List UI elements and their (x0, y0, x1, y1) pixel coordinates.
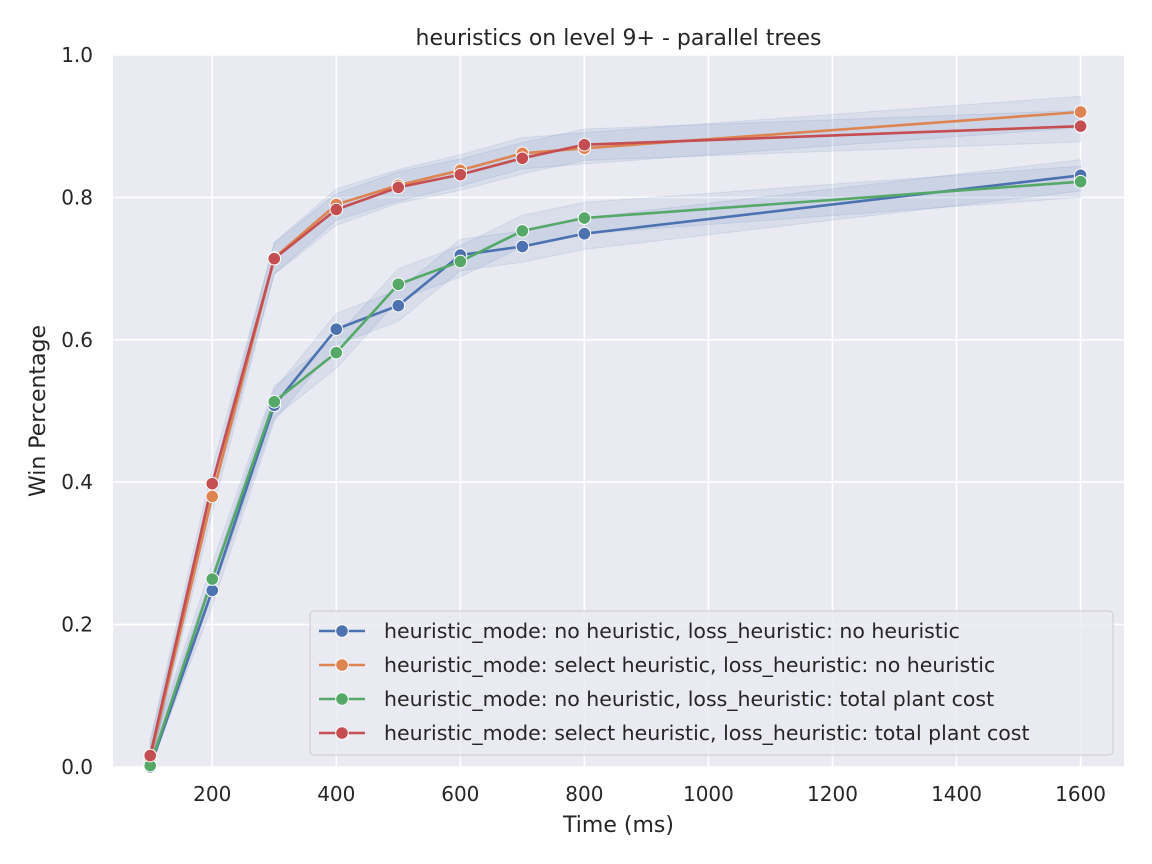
data-point (205, 489, 220, 504)
x-tick-label: 400 (317, 782, 355, 806)
data-point (205, 572, 220, 586)
data-point (515, 151, 530, 166)
y-tick-label: 0.0 (61, 755, 93, 779)
data-point (267, 394, 282, 409)
y-tick-label: 0.2 (61, 613, 93, 637)
x-tick-label: 1000 (683, 782, 734, 806)
data-point (329, 322, 344, 336)
y-tick-label: 0.6 (61, 328, 93, 352)
y-tick-labels: 0.0 0.2 0.4 0.6 0.8 1.0 (61, 43, 93, 779)
data-point (143, 748, 158, 763)
confidence-band (149, 165, 1082, 768)
data-point (453, 254, 468, 269)
x-tick-label: 1600 (1055, 782, 1106, 806)
legend-marker (335, 658, 349, 672)
legend-box (309, 610, 1114, 756)
legend-label: heuristic_mode: select heuristic, loss_h… (384, 653, 995, 678)
x-axis-label: Time (ms) (562, 813, 674, 838)
legend-label: heuristic_mode: select heuristic, loss_h… (384, 721, 1030, 746)
legend-marker (335, 624, 349, 638)
x-tick-label: 1200 (807, 782, 858, 806)
series-points (143, 105, 1088, 774)
data-point (391, 298, 406, 313)
x-tick-label: 600 (441, 782, 479, 806)
data-point (329, 345, 344, 360)
y-tick-label: 0.4 (61, 470, 93, 494)
y-axis-label: Win Percentage (26, 325, 51, 497)
data-point (515, 239, 530, 254)
y-tick-label: 0.8 (61, 185, 93, 209)
data-point (577, 211, 592, 225)
legend-label: heuristic_mode: no heuristic, loss_heuri… (384, 687, 994, 712)
x-tick-labels: 200 400 600 800 1000 1200 1400 1600 (193, 782, 1106, 806)
data-point (1073, 105, 1088, 119)
x-tick-label: 800 (565, 782, 603, 806)
data-point (577, 137, 592, 152)
data-point (205, 476, 220, 491)
data-point (329, 202, 344, 217)
data-point (515, 224, 530, 238)
confidence-band (149, 109, 1082, 768)
data-point (205, 583, 220, 598)
data-point (453, 167, 468, 182)
data-point (1073, 174, 1088, 189)
data-point (391, 180, 406, 195)
data-point (1073, 119, 1088, 133)
x-tick-label: 200 (193, 782, 231, 806)
chart-title: heuristics on level 9+ - parallel trees (416, 26, 822, 51)
y-tick-label: 1.0 (61, 43, 93, 67)
data-point (391, 277, 406, 292)
legend-marker (335, 726, 349, 740)
legend-marker (335, 692, 349, 706)
legend-label: heuristic_mode: no heuristic, loss_heuri… (384, 619, 960, 644)
data-point (577, 226, 592, 241)
legend: heuristic_mode: no heuristic, loss_heuri… (309, 610, 1114, 756)
data-point (267, 251, 282, 266)
x-tick-label: 1400 (931, 782, 982, 806)
